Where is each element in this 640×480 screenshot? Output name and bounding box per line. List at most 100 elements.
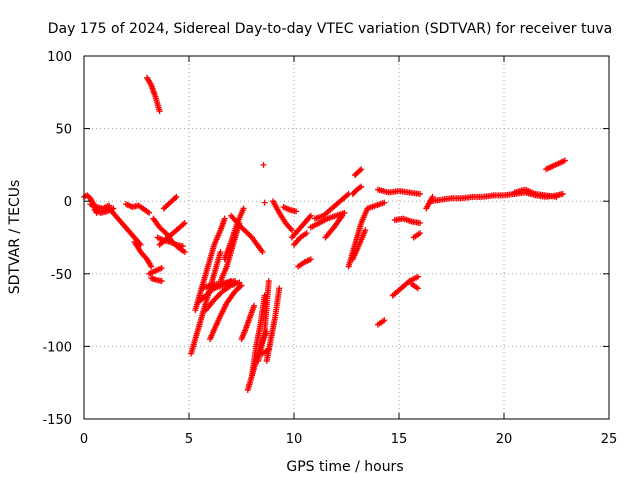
data-points bbox=[81, 74, 568, 393]
data-point bbox=[156, 108, 163, 115]
x-tick-label: 5 bbox=[185, 432, 193, 447]
plot-frame bbox=[83, 55, 610, 420]
series-track-26 bbox=[228, 212, 266, 256]
data-point bbox=[358, 183, 365, 190]
data-point bbox=[148, 263, 155, 270]
series-track-29 bbox=[260, 161, 267, 168]
data-point bbox=[181, 219, 188, 226]
data-point bbox=[172, 195, 179, 202]
series-track-45 bbox=[389, 273, 421, 299]
series-track-22 bbox=[238, 302, 258, 343]
series-track-40 bbox=[349, 227, 369, 263]
y-axis-label: SDTVAR / TECUs bbox=[7, 180, 23, 295]
series-track-44 bbox=[375, 317, 388, 328]
series-track-38 bbox=[322, 212, 346, 241]
axis-ticks: 0 5 10 15 20 25 -150 -100 -50 0 50 100 bbox=[42, 50, 617, 447]
series-track-02 bbox=[87, 201, 113, 212]
grid bbox=[84, 56, 609, 419]
data-point bbox=[414, 273, 421, 280]
series-track-46 bbox=[408, 280, 421, 292]
data-point bbox=[339, 212, 346, 219]
data-point bbox=[307, 212, 314, 219]
data-point bbox=[237, 283, 244, 290]
series-track-51 bbox=[511, 186, 560, 200]
data-point bbox=[429, 193, 436, 200]
series-track-52 bbox=[543, 157, 568, 173]
data-point bbox=[303, 230, 310, 237]
data-point bbox=[261, 199, 268, 206]
data-point bbox=[260, 161, 267, 168]
y-tick-label: 50 bbox=[55, 123, 72, 138]
series-track-12 bbox=[156, 219, 188, 248]
series-track-05 bbox=[123, 201, 153, 216]
data-point bbox=[217, 249, 224, 256]
x-tick-label: 15 bbox=[391, 432, 408, 447]
series-track-42 bbox=[349, 183, 365, 197]
data-point bbox=[559, 190, 566, 197]
data-point bbox=[179, 243, 186, 250]
data-point bbox=[356, 167, 363, 174]
series-track-43 bbox=[364, 199, 388, 212]
data-point bbox=[553, 193, 560, 200]
data-point bbox=[181, 249, 188, 256]
series-track-30 bbox=[261, 199, 268, 206]
series-track-34 bbox=[291, 230, 310, 248]
data-point bbox=[561, 157, 568, 164]
series-track-17 bbox=[198, 278, 239, 292]
series-track-24 bbox=[249, 292, 268, 379]
data-point bbox=[146, 209, 153, 216]
chart-title: Day 175 of 2024, Sidereal Day-to-day VTE… bbox=[48, 21, 612, 37]
series-track-48 bbox=[391, 215, 423, 226]
x-axis-label: GPS time / hours bbox=[286, 459, 403, 475]
series-track-08 bbox=[146, 264, 165, 277]
y-tick-label: -100 bbox=[42, 340, 72, 355]
data-point bbox=[417, 219, 423, 226]
series-track-09 bbox=[148, 275, 165, 285]
data-point bbox=[158, 264, 165, 271]
series-track-47 bbox=[375, 186, 423, 197]
series-track-13 bbox=[160, 193, 180, 212]
series-track-19 bbox=[207, 282, 245, 343]
data-point bbox=[240, 205, 247, 212]
series-track-04 bbox=[106, 205, 144, 248]
series-track-06 bbox=[131, 238, 155, 270]
x-tick-label: 25 bbox=[601, 432, 618, 447]
x-tick-label: 20 bbox=[496, 432, 513, 447]
series-track-31 bbox=[270, 198, 295, 234]
series-track-39 bbox=[345, 205, 371, 270]
series-track-35 bbox=[295, 256, 314, 270]
series-track-21 bbox=[221, 205, 247, 263]
y-tick-label: -150 bbox=[42, 413, 72, 428]
series-track-15 bbox=[192, 215, 228, 314]
y-tick-label: -50 bbox=[51, 268, 72, 283]
series-track-53 bbox=[423, 193, 436, 212]
data-point bbox=[381, 199, 388, 206]
data-point bbox=[414, 285, 421, 292]
x-tick-label: 10 bbox=[286, 432, 303, 447]
series-track-32 bbox=[280, 204, 300, 215]
series-track-50 bbox=[427, 189, 566, 205]
series-track-37 bbox=[312, 190, 352, 222]
series-track-41 bbox=[351, 166, 365, 179]
data-point bbox=[259, 249, 266, 256]
data-point bbox=[307, 256, 314, 263]
x-tick-label: 0 bbox=[80, 432, 88, 447]
series-track-18 bbox=[202, 279, 243, 314]
data-point bbox=[158, 278, 165, 285]
series-track-25 bbox=[255, 278, 272, 364]
data-point bbox=[265, 278, 272, 285]
data-point bbox=[173, 193, 180, 200]
data-point bbox=[358, 166, 365, 173]
data-point bbox=[276, 285, 283, 292]
data-point bbox=[417, 230, 423, 237]
data-point bbox=[381, 317, 388, 324]
y-tick-label: 0 bbox=[64, 195, 72, 210]
data-point bbox=[238, 282, 245, 289]
data-point bbox=[221, 215, 228, 222]
data-point bbox=[362, 227, 369, 234]
data-point bbox=[293, 208, 300, 215]
series-track-07 bbox=[144, 74, 163, 115]
y-tick-label: 100 bbox=[47, 50, 72, 65]
data-point bbox=[288, 227, 295, 234]
